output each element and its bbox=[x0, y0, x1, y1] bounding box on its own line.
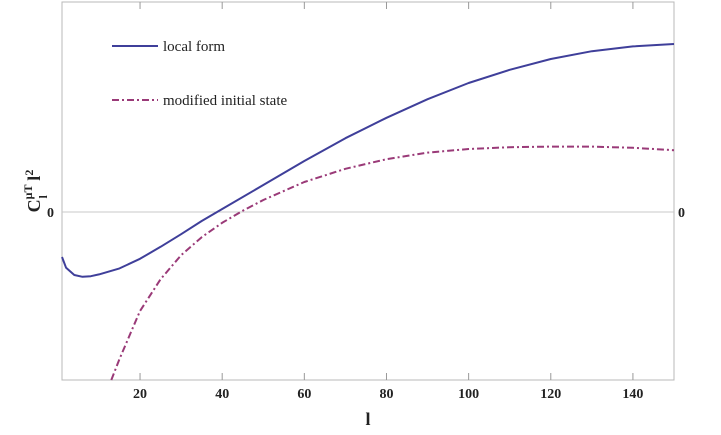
x-tick-label: 140 bbox=[622, 387, 643, 402]
series-layer bbox=[61, 43, 675, 381]
y-label-base: C bbox=[24, 199, 44, 212]
x-axis-label: l bbox=[365, 409, 370, 429]
series-line-0 bbox=[61, 43, 675, 278]
x-tick-label: 80 bbox=[379, 387, 393, 402]
y-label-tail: l bbox=[24, 176, 44, 186]
series-line-1 bbox=[110, 145, 675, 381]
y-label-sub: l bbox=[36, 195, 50, 199]
y-tick-label-right: 0 bbox=[678, 206, 685, 221]
plot-frame bbox=[61, 1, 675, 381]
y-axis-label: CμTl l2 bbox=[21, 170, 50, 213]
legend: local form modified initial state bbox=[112, 39, 287, 109]
x-tick-label: 20 bbox=[133, 387, 147, 402]
x-tick-label: 60 bbox=[297, 387, 311, 402]
y-tick-label-left: 0 bbox=[47, 206, 54, 221]
x-axis-ticks: 20 40 60 80 100 120 140 bbox=[133, 2, 643, 402]
x-tick-label: 100 bbox=[458, 387, 479, 402]
x-tick-label: 40 bbox=[215, 387, 229, 402]
legend-label-1: modified initial state bbox=[163, 93, 287, 109]
y-label-tail-sup: 2 bbox=[22, 170, 36, 176]
y-label-sup: μT bbox=[21, 185, 35, 200]
x-tick-label: 120 bbox=[540, 387, 561, 402]
legend-label-0: local form bbox=[163, 39, 225, 55]
